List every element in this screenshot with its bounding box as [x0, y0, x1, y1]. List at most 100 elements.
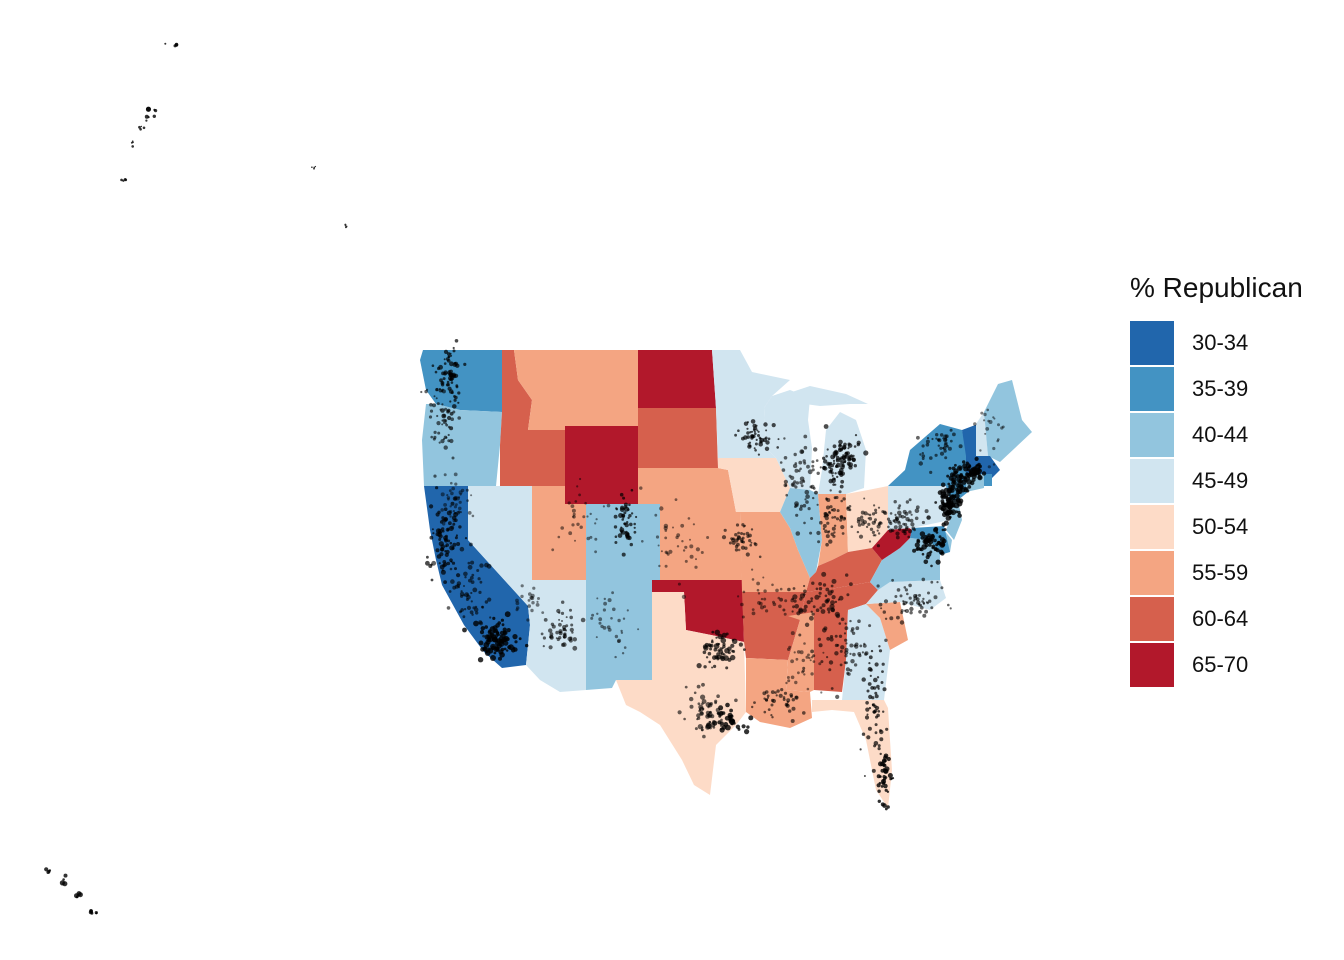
city-point	[831, 474, 834, 477]
legend-swatch	[1130, 459, 1174, 503]
city-point	[857, 619, 861, 623]
city-point	[843, 442, 847, 447]
city-point	[709, 647, 713, 651]
city-point	[594, 550, 597, 554]
city-point	[935, 531, 939, 534]
city-point	[850, 525, 854, 528]
state-il	[780, 488, 822, 578]
city-point	[441, 516, 445, 520]
city-point	[884, 638, 888, 642]
city-point	[345, 225, 348, 228]
state-al	[814, 610, 848, 692]
city-point	[482, 634, 485, 638]
city-point	[831, 526, 836, 531]
city-point	[810, 656, 814, 659]
city-point	[926, 437, 930, 440]
state-la	[746, 658, 812, 728]
city-point	[876, 529, 879, 532]
city-point	[825, 542, 829, 547]
city-point	[619, 527, 625, 533]
city-point	[470, 600, 473, 603]
city-point	[702, 734, 706, 739]
legend-label: 55-59	[1192, 560, 1249, 585]
city-point	[846, 671, 850, 675]
city-point	[757, 592, 761, 595]
city-point	[848, 455, 854, 461]
city-point	[850, 659, 855, 664]
city-point	[918, 593, 921, 597]
state-mo	[736, 512, 810, 592]
city-point	[440, 508, 445, 512]
city-point	[767, 696, 769, 699]
city-point	[455, 385, 459, 389]
city-point	[829, 505, 833, 509]
city-point	[681, 594, 687, 600]
city-point	[807, 507, 811, 511]
city-point	[568, 531, 573, 536]
city-point	[855, 626, 860, 631]
city-point	[711, 666, 714, 669]
city-point	[451, 372, 456, 377]
city-point	[440, 439, 445, 444]
city-point	[540, 632, 544, 636]
city-point	[639, 486, 643, 490]
city-point	[446, 561, 451, 566]
city-point	[630, 488, 634, 492]
city-point	[874, 731, 878, 735]
city-point	[746, 427, 749, 430]
city-point	[966, 489, 970, 493]
city-point	[705, 702, 711, 708]
city-point	[503, 635, 509, 642]
city-point	[879, 729, 882, 732]
city-point	[760, 605, 764, 610]
city-point	[830, 600, 835, 605]
city-point	[444, 538, 448, 543]
city-point	[623, 502, 628, 507]
city-point	[883, 599, 889, 604]
city-point	[834, 634, 838, 638]
city-point	[930, 606, 934, 610]
city-point	[837, 598, 841, 601]
city-point	[740, 532, 743, 535]
city-point	[757, 601, 761, 605]
city-point	[441, 403, 444, 406]
city-point	[958, 444, 963, 449]
city-point	[452, 349, 456, 353]
state-ri	[984, 474, 992, 486]
city-point	[834, 651, 839, 656]
city-point	[785, 493, 788, 497]
city-point	[828, 660, 834, 665]
state-me	[984, 380, 1032, 462]
state-ks	[660, 512, 742, 580]
city-point	[569, 636, 573, 640]
city-point	[844, 638, 848, 642]
city-point	[452, 346, 455, 350]
legend-label: 65-70	[1192, 652, 1249, 677]
city-point	[741, 523, 745, 527]
city-point	[947, 446, 952, 451]
city-point	[943, 434, 948, 439]
city-point	[802, 479, 805, 482]
city-point	[879, 752, 882, 756]
city-point	[853, 663, 858, 667]
city-point	[957, 513, 962, 518]
state-ca	[424, 486, 530, 668]
city-point	[763, 589, 767, 593]
city-point	[435, 548, 440, 553]
city-point	[938, 535, 942, 539]
city-point	[684, 685, 688, 689]
city-point	[865, 525, 869, 529]
city-point	[949, 439, 953, 443]
city-point	[854, 644, 859, 649]
city-point	[818, 587, 823, 591]
city-point	[120, 178, 123, 182]
city-point	[940, 551, 944, 555]
city-point	[438, 541, 444, 547]
city-point	[737, 595, 740, 598]
city-point	[684, 559, 688, 563]
city-point	[792, 587, 796, 590]
city-point	[443, 503, 447, 507]
city-point	[715, 636, 718, 639]
city-point	[751, 578, 755, 581]
city-point	[138, 125, 141, 129]
